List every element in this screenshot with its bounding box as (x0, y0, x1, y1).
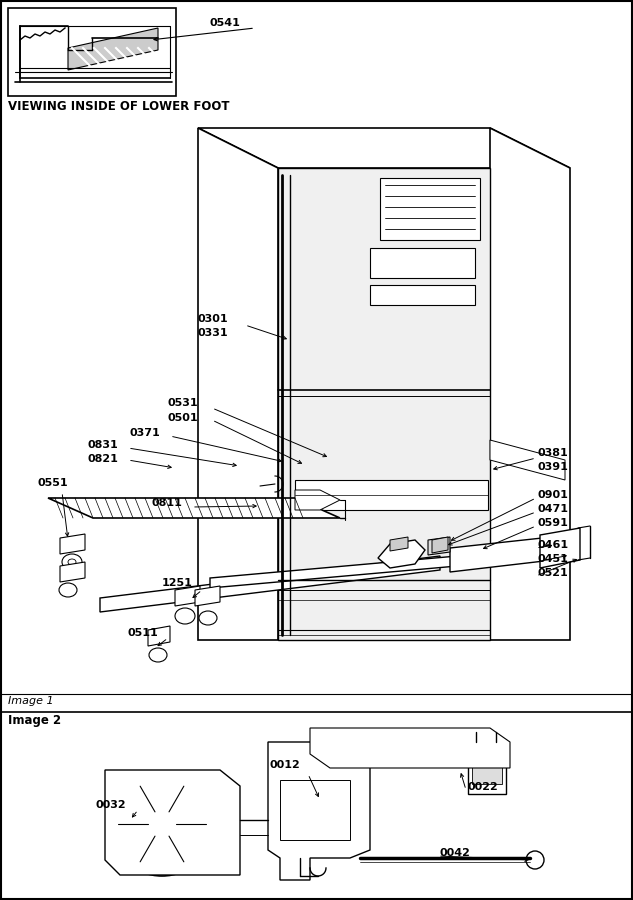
Polygon shape (432, 537, 448, 553)
Text: 0391: 0391 (538, 462, 569, 472)
Polygon shape (428, 537, 450, 555)
Polygon shape (198, 128, 570, 168)
Text: 0821: 0821 (88, 454, 119, 464)
Polygon shape (278, 168, 490, 640)
Circle shape (157, 819, 167, 829)
Text: 0471: 0471 (538, 504, 569, 514)
Text: 0531: 0531 (168, 398, 199, 408)
Polygon shape (380, 178, 480, 240)
Polygon shape (390, 537, 408, 551)
Text: 0461: 0461 (538, 540, 569, 550)
Text: 1251: 1251 (162, 578, 193, 588)
Text: 0301: 0301 (197, 314, 228, 324)
Polygon shape (540, 528, 580, 568)
Polygon shape (198, 128, 278, 640)
Text: Image 2: Image 2 (8, 714, 61, 727)
Text: 0371: 0371 (130, 428, 161, 438)
Text: 0012: 0012 (270, 760, 301, 770)
Text: 0551: 0551 (38, 478, 68, 488)
Text: 0591: 0591 (538, 518, 569, 528)
Text: 0501: 0501 (168, 413, 199, 423)
Polygon shape (268, 742, 370, 880)
Text: 0032: 0032 (95, 800, 125, 810)
Polygon shape (310, 728, 510, 768)
Polygon shape (60, 534, 85, 554)
Polygon shape (378, 540, 425, 568)
Text: 0331: 0331 (197, 328, 228, 338)
Polygon shape (100, 556, 440, 612)
Polygon shape (280, 780, 350, 840)
Polygon shape (490, 128, 570, 640)
Polygon shape (210, 546, 570, 588)
Polygon shape (60, 562, 85, 582)
Polygon shape (148, 626, 170, 646)
Text: 0831: 0831 (88, 440, 119, 450)
Polygon shape (195, 586, 220, 606)
Text: 0022: 0022 (468, 782, 499, 792)
Text: 0451: 0451 (538, 554, 569, 564)
Polygon shape (68, 28, 158, 70)
Polygon shape (450, 535, 570, 572)
Bar (468, 742, 506, 794)
Polygon shape (295, 490, 340, 510)
Polygon shape (490, 440, 565, 480)
Text: VIEWING INSIDE OF LOWER FOOT: VIEWING INSIDE OF LOWER FOOT (8, 100, 230, 113)
Polygon shape (175, 586, 200, 606)
Text: 0042: 0042 (440, 848, 471, 858)
Polygon shape (48, 498, 340, 518)
Text: 0381: 0381 (538, 448, 568, 458)
Text: 0901: 0901 (538, 490, 569, 500)
Polygon shape (295, 480, 488, 510)
Polygon shape (8, 8, 176, 96)
Polygon shape (370, 285, 475, 305)
Polygon shape (370, 248, 475, 278)
Text: Image 1: Image 1 (8, 696, 54, 706)
Text: 0541: 0541 (210, 18, 241, 28)
Text: 0511: 0511 (128, 628, 159, 638)
Text: 0811: 0811 (152, 498, 183, 508)
Bar (472, 748, 502, 784)
Text: 0521: 0521 (538, 568, 568, 578)
Polygon shape (105, 770, 240, 875)
